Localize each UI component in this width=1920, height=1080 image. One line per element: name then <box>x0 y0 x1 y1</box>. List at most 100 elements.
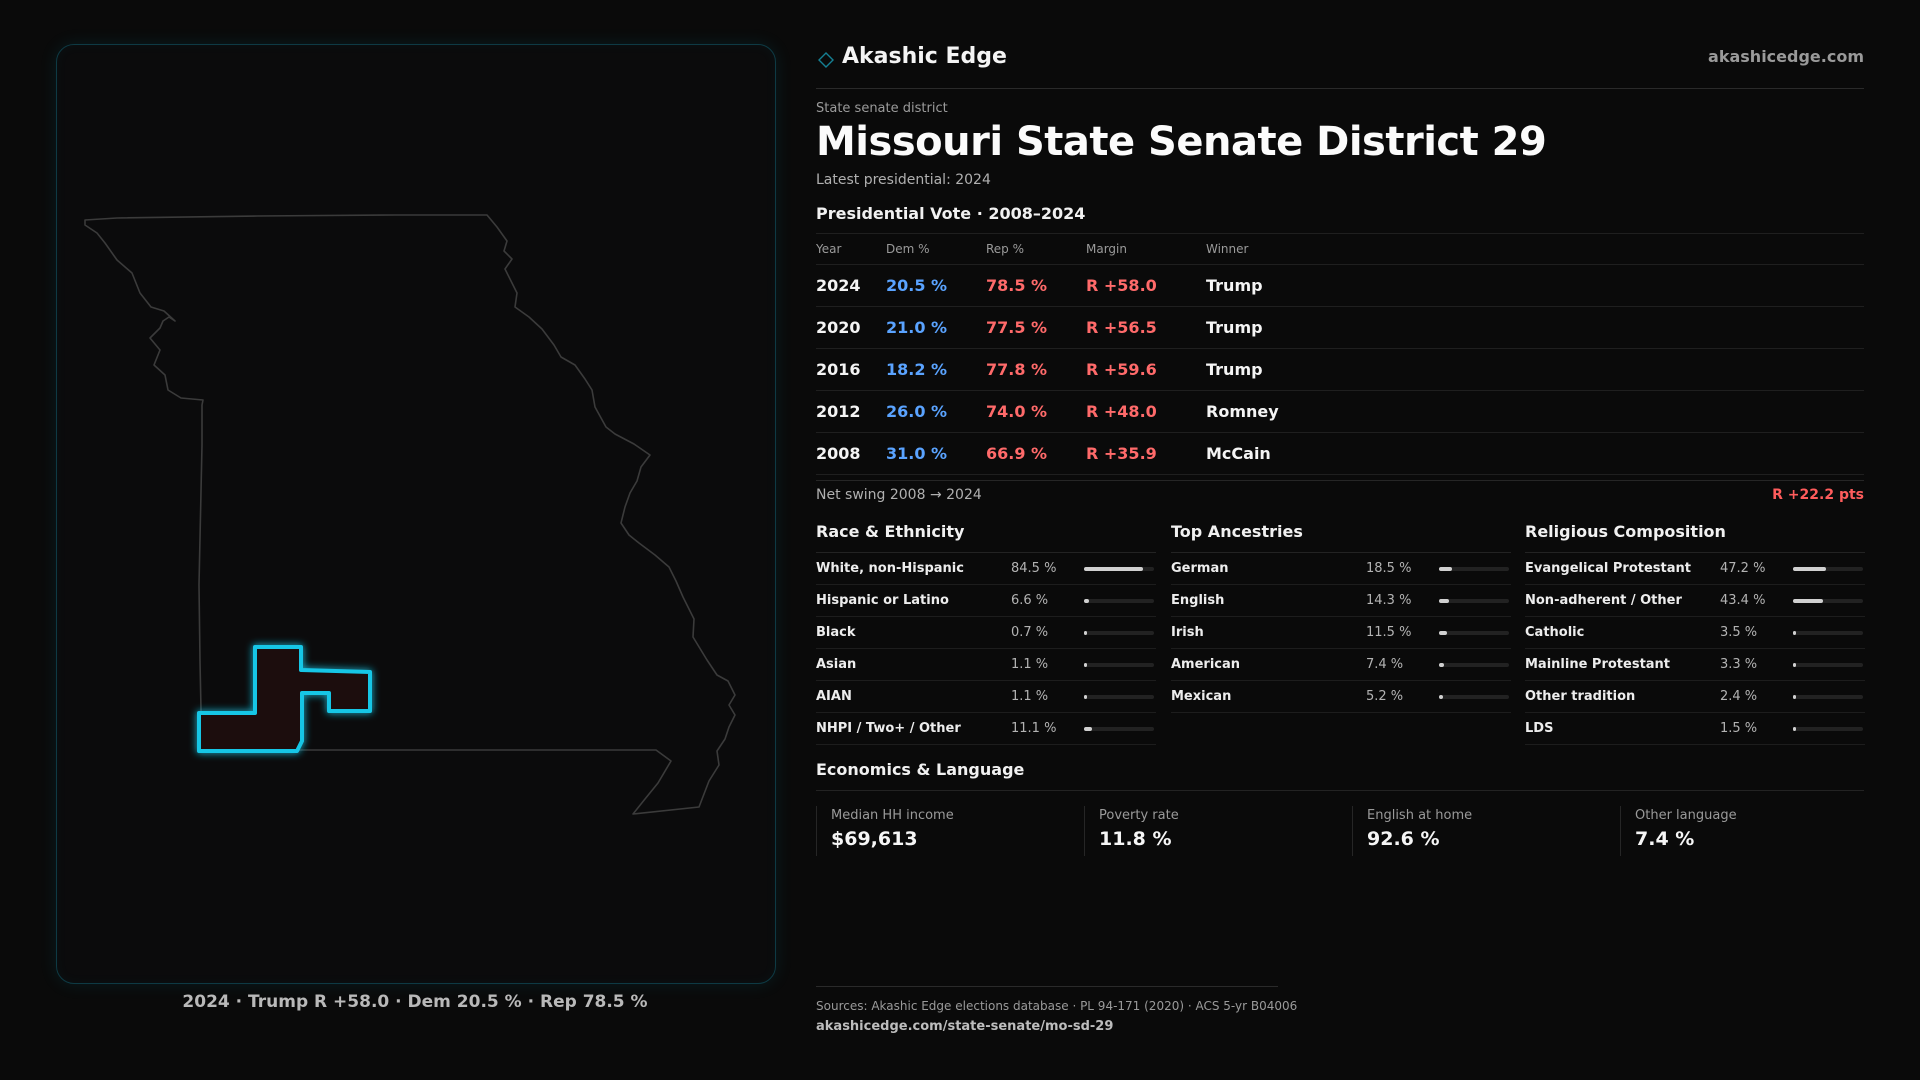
stat-value: $69,613 <box>831 828 918 850</box>
item-label: Catholic <box>1525 625 1585 640</box>
row-year: 2024 <box>816 276 861 295</box>
list-item: Evangelical Protestant 47.2 % <box>1525 553 1865 585</box>
col-rep: Rep % <box>986 242 1025 256</box>
list-item: Other tradition 2.4 % <box>1525 681 1865 713</box>
row-rep: 78.5 % <box>986 276 1048 295</box>
list-item: Non-adherent / Other 43.4 % <box>1525 585 1865 617</box>
row-dem: 18.2 % <box>886 360 948 379</box>
item-label: German <box>1171 561 1229 576</box>
bar-fill <box>1084 599 1089 603</box>
col-dem: Dem % <box>886 242 930 256</box>
bar-fill <box>1084 567 1143 571</box>
col-winner: Winner <box>1206 242 1249 256</box>
item-pct: 1.1 % <box>1011 657 1049 672</box>
item-label: Evangelical Protestant <box>1525 561 1691 576</box>
item-label: Black <box>816 625 856 640</box>
stat-label: Median HH income <box>831 808 954 823</box>
row-rep: 74.0 % <box>986 402 1048 421</box>
district-29-shape[interactable] <box>197 645 372 753</box>
row-winner: Trump <box>1206 318 1263 337</box>
item-label: AIAN <box>816 689 852 704</box>
table-row: 2008 31.0 % 66.9 % R +35.9 McCain <box>816 433 1864 475</box>
bar-fill <box>1793 599 1823 603</box>
item-pct: 3.5 % <box>1720 625 1758 640</box>
latest-presidential: Latest presidential: 2024 <box>816 172 991 188</box>
stat-label: Poverty rate <box>1099 808 1179 823</box>
item-pct: 3.3 % <box>1720 657 1758 672</box>
bar-track <box>1439 599 1509 603</box>
item-label: White, non-Hispanic <box>816 561 964 576</box>
table-row: 2016 18.2 % 77.8 % R +59.6 Trump <box>816 349 1864 391</box>
stat-label: English at home <box>1367 808 1473 823</box>
race-ethnicity-section: Race & Ethnicity White, non-Hispanic 84.5… <box>816 522 1156 745</box>
stat-label: Other language <box>1635 808 1737 823</box>
row-dem: 26.0 % <box>886 402 948 421</box>
bar-track <box>1084 599 1154 603</box>
bar-fill <box>1793 727 1796 731</box>
bar-fill <box>1084 695 1087 699</box>
stat-value: 7.4 % <box>1635 828 1695 850</box>
brand-url-link[interactable]: akashicedge.com <box>1708 47 1864 66</box>
list-item: Mexican 5.2 % <box>1171 681 1511 713</box>
list-item: English 14.3 % <box>1171 585 1511 617</box>
stat-value: 92.6 % <box>1367 828 1440 850</box>
row-dem: 21.0 % <box>886 318 948 337</box>
brand-header: Akashic Edge akashicedge.com <box>816 44 1864 89</box>
religion-heading: Religious Composition <box>1525 522 1865 553</box>
item-pct: 84.5 % <box>1011 561 1057 576</box>
stat-value: 11.8 % <box>1099 828 1172 850</box>
row-rep: 77.8 % <box>986 360 1048 379</box>
list-item: Hispanic or Latino 6.6 % <box>816 585 1156 617</box>
brand-name[interactable]: Akashic Edge <box>842 44 1007 69</box>
list-item: American 7.4 % <box>1171 649 1511 681</box>
bar-track <box>1084 567 1154 571</box>
item-label: Mainline Protestant <box>1525 657 1671 672</box>
stat-other-language: Other language 7.4 % <box>1620 806 1870 856</box>
bar-track <box>1793 727 1863 731</box>
item-label: Asian <box>816 657 857 672</box>
list-item: Catholic 3.5 % <box>1525 617 1865 649</box>
row-margin: R +59.6 <box>1086 360 1157 379</box>
district-profile: Akashic Edge akashicedge.com State senat… <box>816 44 1865 1034</box>
list-item: Black 0.7 % <box>816 617 1156 649</box>
list-item: AIAN 1.1 % <box>816 681 1156 713</box>
list-item: White, non-Hispanic 84.5 % <box>816 553 1156 585</box>
list-item: LDS 1.5 % <box>1525 713 1865 745</box>
item-label: English <box>1171 593 1225 608</box>
row-winner: McCain <box>1206 444 1271 463</box>
bar-fill <box>1084 631 1087 635</box>
row-margin: R +48.0 <box>1086 402 1157 421</box>
row-year: 2012 <box>816 402 861 421</box>
list-item: Mainline Protestant 3.3 % <box>1525 649 1865 681</box>
bar-track <box>1439 663 1509 667</box>
economics-heading: Economics & Language <box>816 760 1864 791</box>
row-year: 2016 <box>816 360 861 379</box>
bar-track <box>1084 663 1154 667</box>
item-pct: 5.2 % <box>1366 689 1404 704</box>
net-swing-row: Net swing 2008 → 2024 R +22.2 pts <box>816 480 1864 509</box>
item-label: Mexican <box>1171 689 1232 704</box>
district-map-panel[interactable] <box>56 44 776 984</box>
item-label: LDS <box>1525 721 1554 736</box>
item-pct: 2.4 % <box>1720 689 1758 704</box>
source-url-link[interactable]: akashicedge.com/state-senate/mo-sd-29 <box>816 1019 1114 1034</box>
item-label: Non-adherent / Other <box>1525 593 1682 608</box>
bar-track <box>1793 663 1863 667</box>
bar-track <box>1439 567 1509 571</box>
bar-fill <box>1439 631 1447 635</box>
row-winner: Trump <box>1206 360 1263 379</box>
item-label: Irish <box>1171 625 1204 640</box>
district-map[interactable] <box>57 45 775 983</box>
list-item: Asian 1.1 % <box>816 649 1156 681</box>
bar-fill <box>1793 567 1826 571</box>
row-margin: R +35.9 <box>1086 444 1157 463</box>
stat-median-income: Median HH income $69,613 <box>816 806 1066 856</box>
bar-track <box>1084 631 1154 635</box>
ancestry-section: Top Ancestries German 18.5 % English 14.3 … <box>1171 522 1511 713</box>
item-pct: 14.3 % <box>1366 593 1412 608</box>
bar-fill <box>1439 695 1443 699</box>
table-row: 2012 26.0 % 74.0 % R +48.0 Romney <box>816 391 1864 433</box>
table-header: Year Dem % Rep % Margin Winner <box>816 234 1864 265</box>
ancestry-heading: Top Ancestries <box>1171 522 1511 553</box>
stat-english-home: English at home 92.6 % <box>1352 806 1602 856</box>
